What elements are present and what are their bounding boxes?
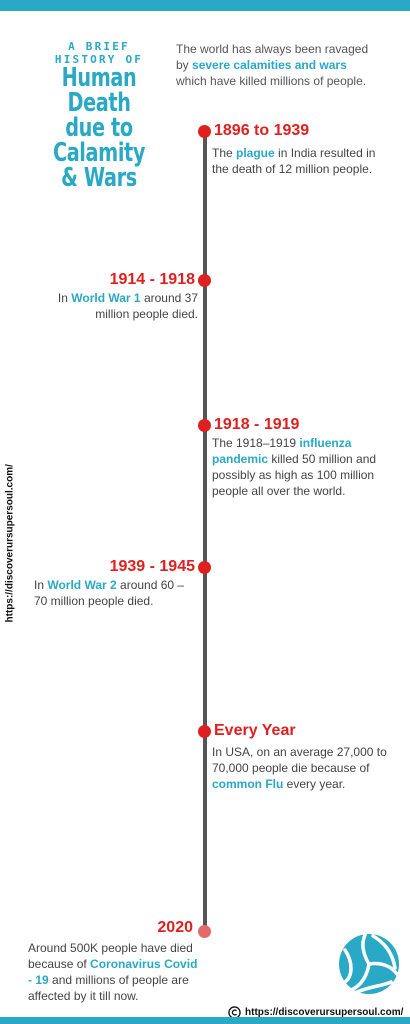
- page-title: A BRIEF HISTORY OF Human Death due to Ca…: [34, 40, 164, 191]
- event-desc-pre: In: [57, 291, 72, 305]
- event-desc-highlight: World War 1: [71, 291, 141, 305]
- side-url-link[interactable]: https://discoverursupersoul.com/: [4, 464, 16, 623]
- title-kicker: A BRIEF HISTORY OF: [54, 40, 144, 66]
- event-year: 1939 - 1945: [109, 558, 195, 575]
- event-desc-highlight: plague: [236, 146, 275, 160]
- timeline-dot: [198, 419, 211, 432]
- timeline-dot: [198, 725, 211, 738]
- event-desc-pre: Around 500K people have died because of: [28, 941, 193, 971]
- bottom-accent-bar: [0, 1017, 410, 1024]
- event-desc-pre: The: [212, 146, 237, 160]
- event-desc-pre: In USA, on an average 27,000 to 70,000 p…: [212, 745, 387, 775]
- event-year: 2020: [157, 919, 193, 936]
- volleyball-icon: [339, 933, 399, 994]
- event-desc-post: every year.: [283, 777, 346, 791]
- event-desc-highlight: Coronavirus Covid - 19: [28, 957, 198, 987]
- timeline-dot: [198, 925, 211, 938]
- event-description: In USA, on an average 27,000 to 70,000 p…: [212, 744, 397, 792]
- event-desc-highlight: World War 2: [47, 578, 117, 592]
- event-description: The plague in India resulted in the deat…: [212, 145, 382, 177]
- timeline-dot: [198, 125, 211, 138]
- event-desc-post: around 60 – 70 million people died.: [34, 578, 185, 608]
- timeline-line: [203, 131, 207, 931]
- event-year: 1896 to 1939: [214, 122, 310, 139]
- event-description: In World War 2 around 60 – 70 million pe…: [34, 577, 194, 609]
- event-desc-pre: The 1918–1919: [212, 436, 300, 450]
- title-line-3: & Wars: [61, 163, 137, 193]
- intro-pre: The world has always been ravaged by: [176, 42, 369, 72]
- title-line-1: Human Death: [61, 63, 137, 118]
- timeline-dot: [198, 274, 211, 287]
- timeline-dot: [198, 561, 211, 574]
- event-desc-post: in India resulted in the death of 12 mil…: [212, 146, 376, 176]
- event-desc-highlight: common Flu: [212, 777, 284, 791]
- event-desc-post: around 37 million people died.: [95, 291, 198, 321]
- intro-post: which have killed millions of people.: [176, 74, 367, 88]
- intro-highlight: severe calamities and wars: [192, 58, 347, 72]
- event-description: The 1918–1919 influenza pandemic killed …: [212, 435, 387, 499]
- title-line-2: due to Calamity: [52, 113, 146, 168]
- event-desc-highlight: influenza pandemic: [212, 436, 352, 466]
- intro-text: The world has always been ravaged by sev…: [176, 41, 376, 89]
- footer-url-link[interactable]: https://discoverursupersoul.com/: [245, 1007, 404, 1018]
- event-description: Around 500K people have died because of …: [28, 940, 203, 1004]
- event-year: 1914 - 1918: [109, 271, 195, 288]
- event-desc-pre: In: [34, 578, 48, 592]
- event-desc-post: killed 50 million and possibly as high a…: [212, 452, 377, 498]
- event-description: In World War 1 around 37 million people …: [38, 290, 198, 322]
- event-year: Every Year: [214, 722, 296, 739]
- event-year: 1918 - 1919: [214, 416, 300, 433]
- event-desc-post: and millions of people are affected by i…: [28, 973, 189, 1003]
- top-accent-bar: [0, 0, 410, 11]
